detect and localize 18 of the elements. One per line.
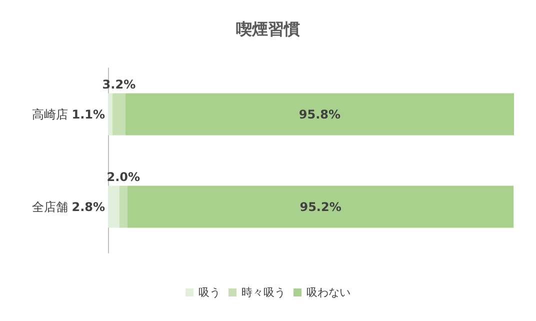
chart-title: 喫煙習慣	[236, 20, 300, 38]
legend-label: 時々吸う	[242, 286, 286, 299]
bar	[108, 93, 112, 136]
legend-label: 吸わない	[306, 286, 350, 299]
data-label: 2.8%	[72, 200, 105, 214]
bar	[112, 93, 126, 136]
data-label: 95.8%	[298, 107, 341, 122]
y-tick-label: 全店舗	[32, 200, 68, 214]
bar	[127, 186, 514, 228]
data-label: 2.0%	[106, 170, 140, 184]
bar	[119, 186, 128, 228]
y-tick-label: 高崎店	[32, 107, 68, 122]
data-label: 1.1%	[72, 107, 105, 122]
legend-label: 吸う	[198, 286, 220, 299]
bar	[108, 186, 120, 228]
bar	[125, 93, 514, 136]
data-label: 95.2%	[300, 200, 342, 214]
data-label: 3.2%	[102, 77, 136, 92]
